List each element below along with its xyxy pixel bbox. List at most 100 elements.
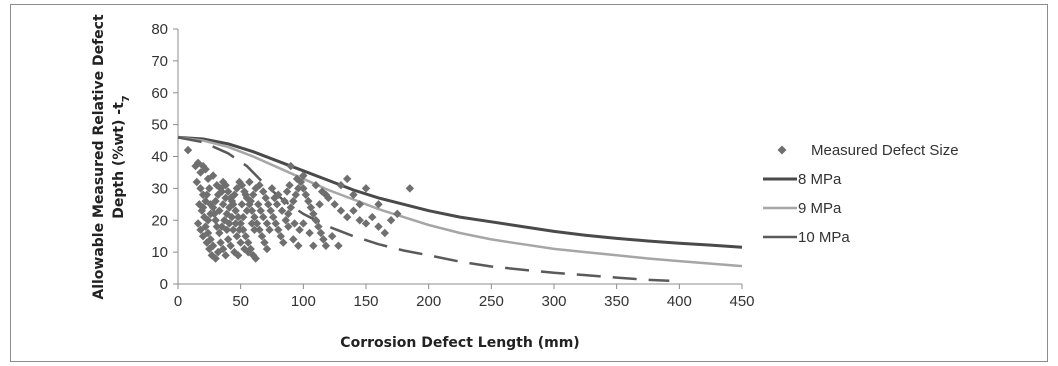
data-point <box>226 241 235 250</box>
data-point <box>284 222 293 231</box>
data-point <box>233 251 243 260</box>
data-point <box>349 206 358 215</box>
model-lines <box>177 135 743 283</box>
y-tick-label: 80 <box>151 21 168 38</box>
data-point <box>269 212 278 222</box>
data-point <box>315 200 324 209</box>
x-tick-label: 0 <box>174 293 182 310</box>
x-tick-label: 200 <box>416 293 441 310</box>
data-point <box>218 177 228 187</box>
data-point <box>386 216 396 225</box>
data-point <box>228 225 238 235</box>
data-point <box>255 180 264 190</box>
data-point <box>270 193 279 203</box>
data-point <box>281 216 290 225</box>
data-point <box>221 193 230 203</box>
data-point <box>195 200 204 209</box>
data-point <box>305 228 314 238</box>
data-point <box>251 184 260 193</box>
data-point <box>212 222 222 231</box>
data-point <box>245 177 254 187</box>
data-point <box>230 190 239 199</box>
data-point <box>255 225 264 235</box>
data-point <box>240 187 249 196</box>
x-tick-label: 350 <box>604 293 629 310</box>
data-point <box>276 231 285 241</box>
series-line-10-mpa <box>177 136 670 283</box>
legend-item-8-mpa: 8 MPa <box>763 171 842 188</box>
data-point <box>235 225 244 235</box>
data-point <box>198 203 208 212</box>
data-points <box>183 145 415 263</box>
data-point <box>203 228 213 238</box>
data-point <box>289 196 298 206</box>
data-point <box>205 244 214 254</box>
data-point <box>196 184 205 193</box>
data-point <box>205 184 214 193</box>
data-point <box>393 209 402 219</box>
data-point <box>343 212 352 222</box>
data-point <box>264 200 273 209</box>
data-point <box>261 193 270 203</box>
y-axis-title-line2-main: Depth (%wt) -t <box>111 102 127 219</box>
data-point <box>355 200 364 209</box>
data-point <box>208 171 218 180</box>
data-point <box>319 235 328 244</box>
data-point <box>232 231 242 241</box>
x-tick-label: 300 <box>541 293 566 310</box>
legend-item-measured-defect-size: Measured Defect Size <box>777 142 959 159</box>
data-point <box>211 196 220 206</box>
data-point <box>206 200 215 209</box>
data-point <box>286 161 295 171</box>
x-tick-label: 100 <box>291 293 316 310</box>
y-tick-label: 40 <box>151 149 168 166</box>
data-point <box>289 235 298 244</box>
data-point <box>230 247 239 257</box>
data-point <box>311 180 321 190</box>
data-point <box>317 187 327 196</box>
data-point <box>191 161 200 171</box>
data-point <box>236 238 245 247</box>
data-point <box>238 212 248 222</box>
data-point <box>246 196 255 206</box>
data-point <box>295 225 304 235</box>
data-point <box>280 196 289 206</box>
data-point <box>240 244 249 254</box>
data-point <box>361 219 371 228</box>
data-point <box>252 219 262 228</box>
legend-label: 10 MPa <box>798 229 850 246</box>
data-point <box>250 225 259 235</box>
data-point <box>228 200 238 209</box>
data-point <box>368 212 377 222</box>
data-point <box>216 238 225 247</box>
data-point <box>290 219 299 228</box>
data-point <box>292 174 302 184</box>
data-point <box>243 247 253 257</box>
data-point <box>309 241 318 250</box>
data-point <box>235 177 244 187</box>
data-point <box>265 225 274 235</box>
data-point <box>306 203 316 212</box>
data-point <box>207 251 217 260</box>
data-point <box>336 206 346 215</box>
tick-labels: 0 50 100 150 200 250 300 350 400 450 0 10 20 30 40 50 60… <box>151 21 754 310</box>
data-point <box>208 203 218 212</box>
data-point <box>221 180 230 190</box>
data-point <box>192 177 201 187</box>
data-point <box>222 225 232 235</box>
data-point <box>203 216 213 225</box>
data-point <box>241 190 250 199</box>
data-point <box>196 225 205 235</box>
y-axis-title-line2: Depth (%wt) -t7 <box>111 95 132 219</box>
y-axis-title: Allowable Measured Relative Defect Depth… <box>91 14 132 300</box>
data-point <box>294 184 303 193</box>
x-tick-label: 400 <box>667 293 692 310</box>
data-point <box>336 180 346 190</box>
data-point <box>237 180 247 190</box>
data-point <box>242 206 252 215</box>
data-point <box>218 200 228 209</box>
data-point <box>223 187 233 196</box>
data-point <box>202 238 212 247</box>
data-point <box>241 231 250 241</box>
data-point <box>274 225 283 235</box>
